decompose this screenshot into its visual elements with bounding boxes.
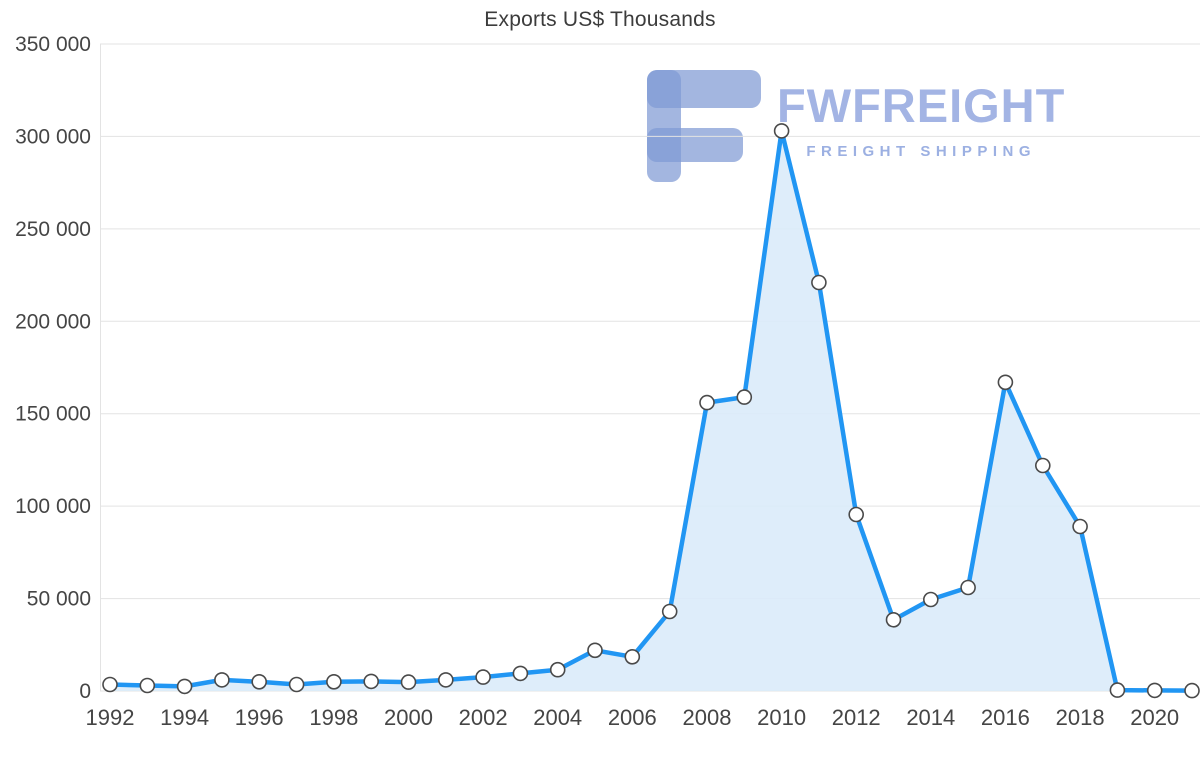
data-point-marker — [214, 672, 230, 688]
data-point-marker — [400, 674, 417, 690]
watermark-text: FWFREIGHT FREIGHT SHIPPING — [777, 66, 1065, 160]
data-point-marker — [773, 123, 790, 139]
x-axis-label: 2016 — [981, 705, 1030, 730]
data-point-marker — [661, 603, 678, 620]
x-axis-label: 2006 — [608, 705, 657, 730]
x-axis-label: 1994 — [160, 705, 209, 730]
data-point-marker — [587, 642, 603, 659]
data-point-marker — [624, 648, 641, 665]
data-point-marker — [1109, 682, 1126, 698]
x-axis-label: 2004 — [533, 705, 582, 730]
data-point-marker — [736, 389, 753, 405]
watermark-brand: FWFREIGHT — [777, 79, 1066, 132]
x-axis-label: 1996 — [235, 705, 284, 730]
data-point-marker — [699, 394, 715, 411]
data-point-marker — [251, 673, 268, 690]
chart-title: Exports US$ Thousands — [484, 8, 716, 31]
data-point-marker — [549, 661, 566, 678]
data-point-marker — [1184, 682, 1200, 699]
x-axis-label: 1992 — [86, 705, 135, 730]
y-axis-label: 100 000 — [15, 495, 91, 518]
data-point-marker — [475, 669, 491, 685]
data-point-marker — [437, 672, 454, 688]
x-axis-label: 2008 — [683, 705, 732, 730]
data-point-marker — [102, 676, 118, 693]
x-axis-label: 2002 — [459, 705, 508, 730]
y-axis-label: 50 000 — [27, 588, 91, 611]
data-point-marker — [922, 591, 939, 608]
data-point-marker — [139, 677, 156, 694]
x-axis-label: 2014 — [906, 705, 955, 730]
data-point-marker — [1072, 518, 1088, 535]
y-axis-label: 250 000 — [15, 218, 91, 241]
data-point-marker — [1035, 457, 1051, 474]
x-axis-label: 2012 — [832, 705, 881, 730]
x-axis-label: 2000 — [384, 705, 433, 730]
series-area — [110, 130, 1192, 691]
x-axis-label: 2020 — [1130, 705, 1179, 730]
data-point-marker — [848, 506, 865, 523]
x-axis-label: 2018 — [1056, 705, 1105, 730]
watermark-tagline: FREIGHT SHIPPING — [806, 143, 1037, 160]
data-point-marker — [811, 274, 827, 291]
data-point-marker — [288, 676, 305, 693]
x-axis-label: 1998 — [309, 705, 358, 730]
data-point-marker — [326, 673, 342, 690]
data-point-marker — [176, 678, 193, 695]
y-axis-label: 350 000 — [15, 33, 91, 56]
fw-logo-bar — [647, 70, 761, 108]
x-axis-label: 2010 — [757, 705, 806, 730]
data-point-marker — [960, 579, 976, 596]
data-point-marker — [1146, 682, 1163, 699]
data-point-marker — [363, 673, 380, 690]
data-point-marker — [885, 611, 902, 628]
data-point-marker — [512, 665, 529, 682]
y-axis-label: 0 — [79, 680, 91, 703]
y-axis-label: 150 000 — [15, 403, 91, 426]
y-axis-label: 300 000 — [15, 125, 91, 148]
watermark: FWFREIGHT FREIGHT SHIPPING — [645, 66, 1065, 186]
y-axis-label: 200 000 — [15, 310, 91, 333]
data-point-marker — [997, 374, 1014, 391]
